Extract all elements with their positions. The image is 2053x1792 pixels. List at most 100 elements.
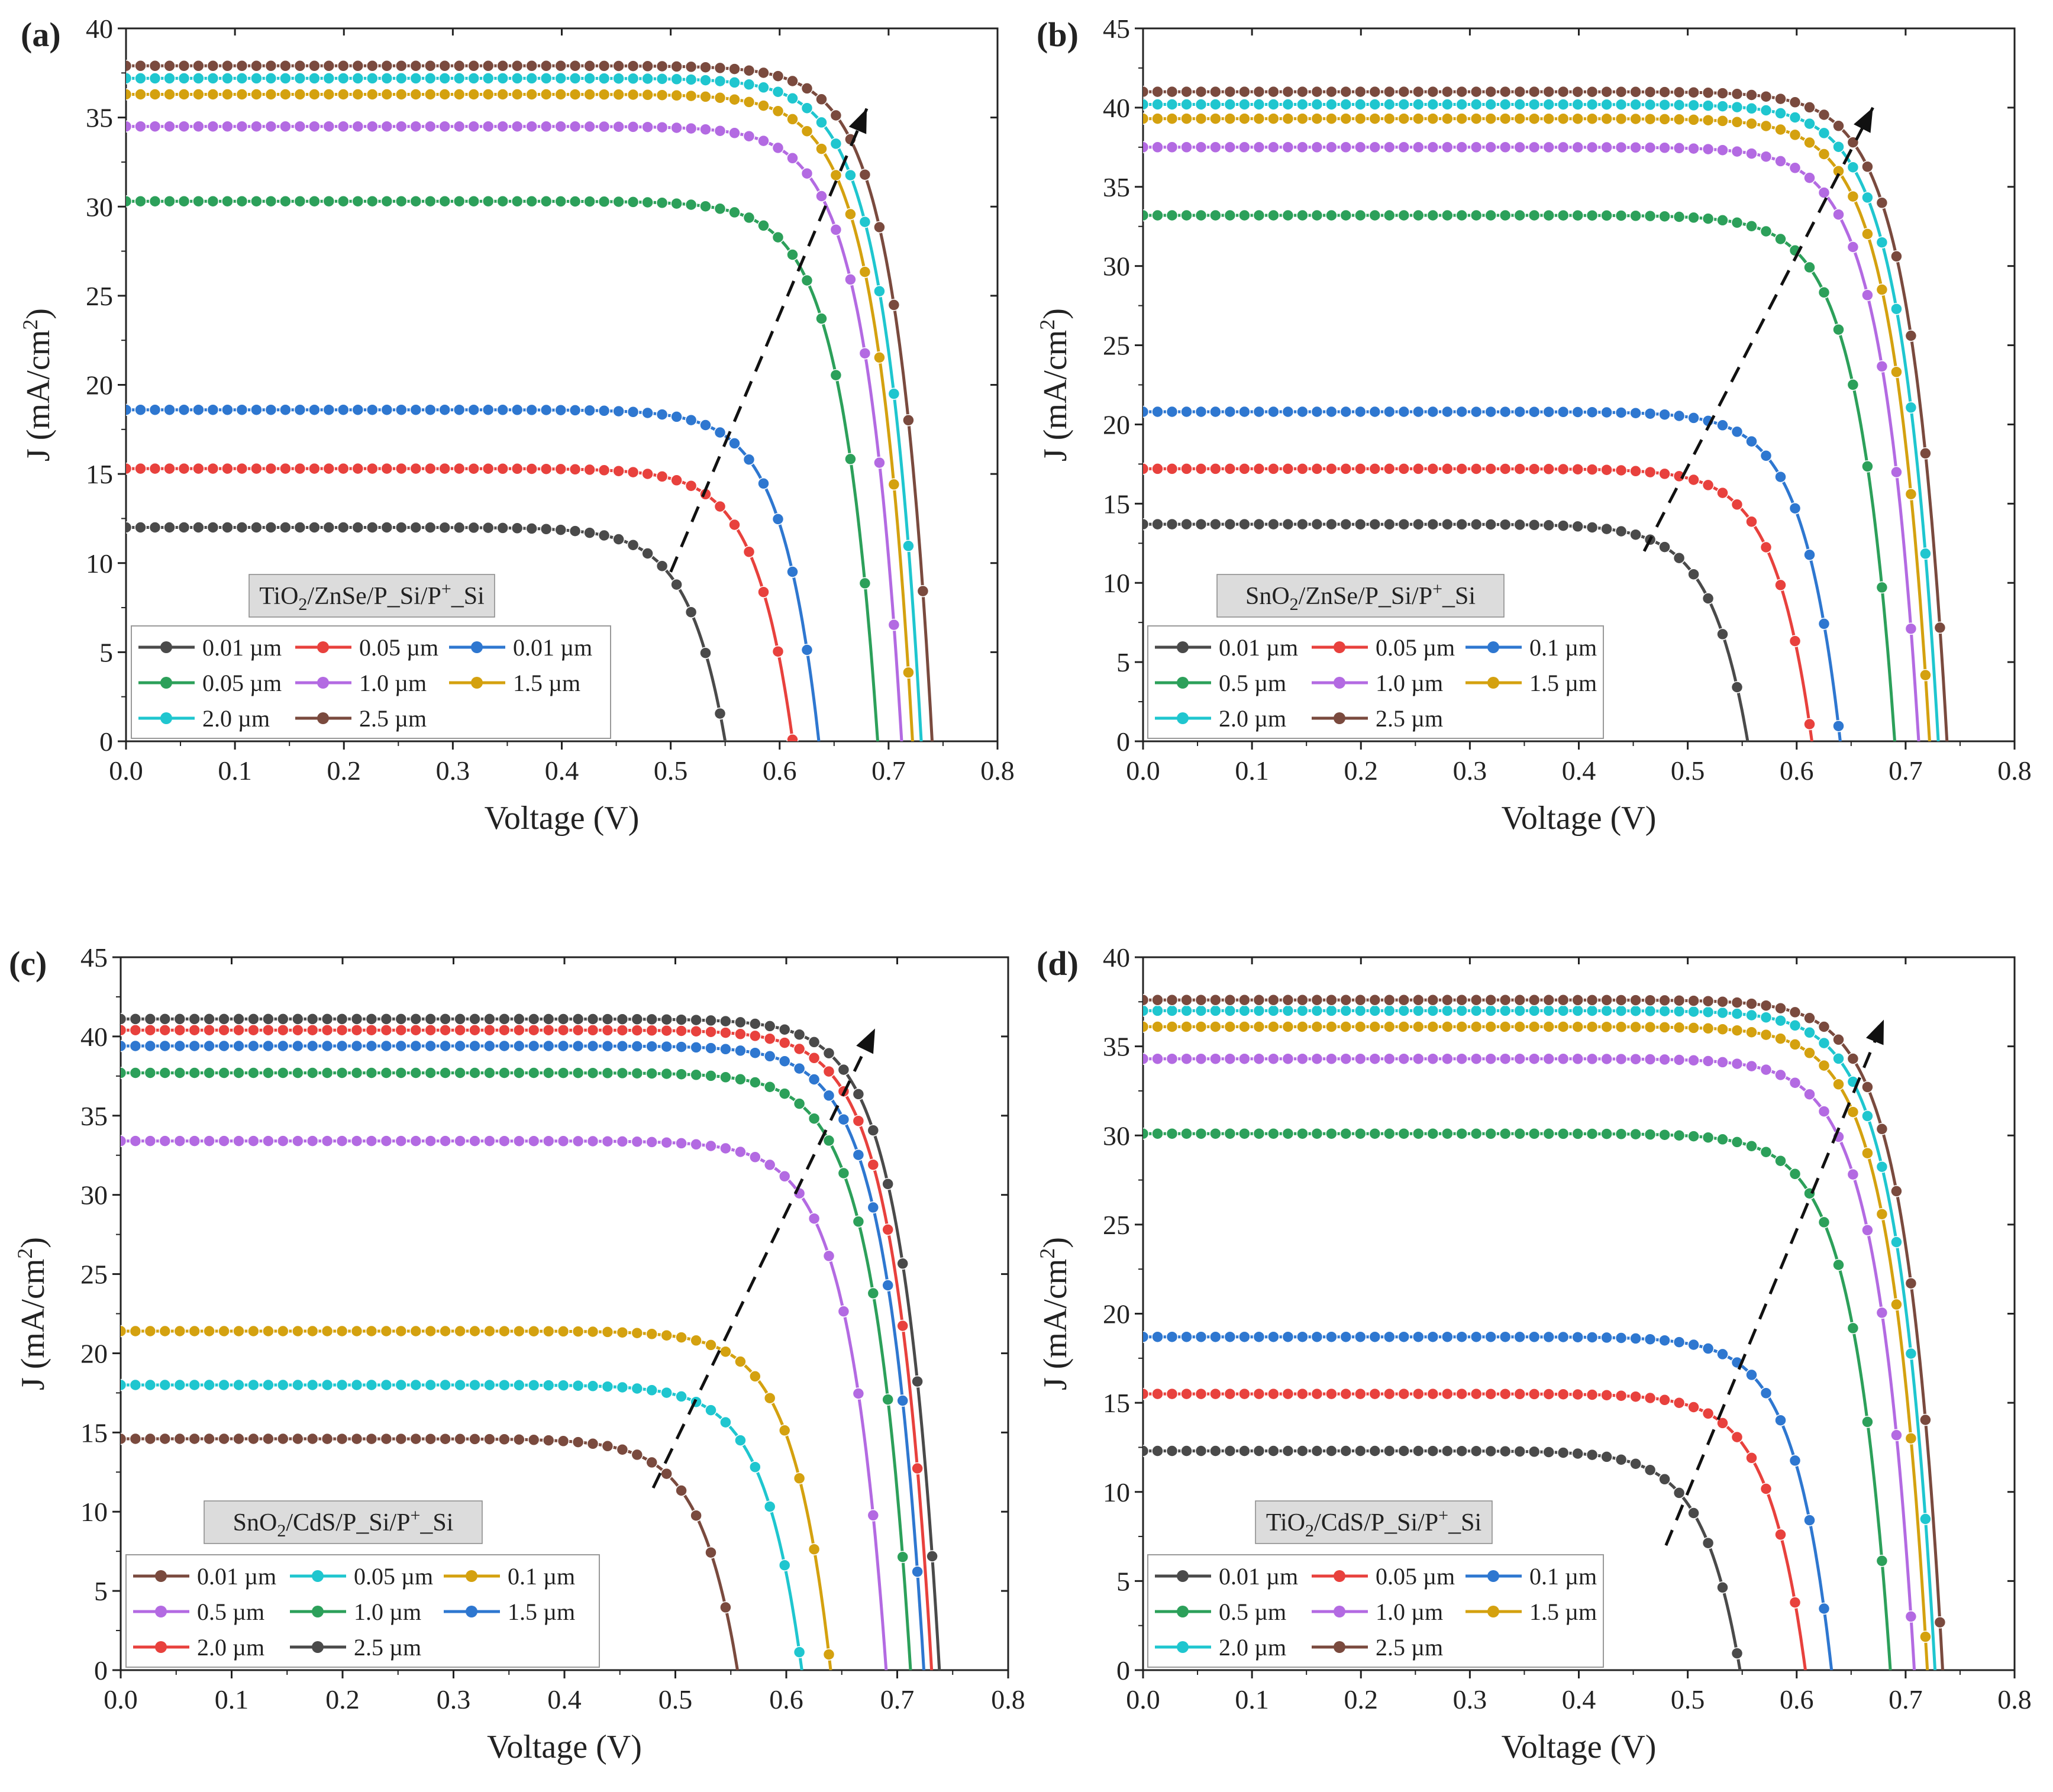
data-point	[1238, 98, 1251, 111]
data-point	[322, 60, 335, 72]
legend-swatch-marker	[1177, 1570, 1189, 1582]
data-point	[1166, 1387, 1179, 1400]
data-point	[1368, 463, 1381, 475]
data-point	[1224, 463, 1237, 475]
data-point	[675, 1041, 687, 1053]
data-point	[1238, 209, 1251, 222]
data-point	[601, 1135, 614, 1148]
data-point	[858, 168, 871, 181]
data-point	[380, 1023, 393, 1037]
data-point	[173, 1023, 186, 1037]
data-point	[424, 1432, 437, 1445]
data-point	[1629, 1390, 1642, 1403]
data-point	[749, 1029, 761, 1042]
data-point	[1195, 1387, 1208, 1400]
data-point	[1354, 112, 1367, 125]
legend-swatch-marker	[1177, 1606, 1189, 1617]
data-point	[598, 88, 611, 101]
data-point	[749, 1151, 761, 1164]
data-point	[438, 462, 451, 475]
data-point	[1441, 98, 1454, 111]
panel-label: (c)	[9, 944, 47, 983]
data-point	[1470, 209, 1483, 222]
data-point	[1673, 409, 1686, 422]
y-tick-label: 30	[1103, 251, 1130, 282]
data-point	[1267, 141, 1280, 154]
data-point	[1426, 85, 1439, 98]
data-point	[292, 1013, 304, 1025]
data-point	[1832, 1078, 1845, 1091]
data-point	[1832, 1034, 1845, 1046]
data-point	[1832, 1052, 1845, 1065]
data-point	[1528, 1005, 1541, 1017]
data-point	[1296, 98, 1309, 111]
data-point	[380, 195, 393, 208]
data-point	[1484, 1052, 1497, 1065]
data-point	[808, 1073, 821, 1086]
data-point	[1180, 463, 1193, 475]
data-point	[1224, 1127, 1237, 1140]
data-point	[1281, 85, 1295, 98]
data-point	[337, 60, 350, 72]
data-point	[1789, 502, 1802, 515]
data-point	[1687, 568, 1700, 580]
data-point	[786, 566, 799, 578]
data-point	[1455, 1005, 1468, 1017]
data-point	[335, 1067, 348, 1079]
data-point	[1143, 1052, 1150, 1065]
data-point	[656, 121, 669, 134]
data-point	[1745, 219, 1758, 233]
data-point	[1731, 101, 1744, 114]
data-point	[1615, 98, 1628, 111]
data-point	[1774, 1154, 1787, 1167]
data-point	[206, 462, 219, 475]
data-point	[235, 72, 248, 85]
data-point	[1238, 994, 1251, 1006]
data-point	[786, 113, 799, 125]
data-point	[1455, 405, 1468, 418]
data-point	[1919, 547, 1932, 560]
data-point	[1644, 1005, 1657, 1018]
data-point	[1731, 681, 1744, 693]
data-point	[1253, 1387, 1266, 1400]
data-point	[1151, 405, 1164, 418]
data-point	[1745, 1452, 1758, 1464]
data-point	[734, 1073, 747, 1086]
data-point	[250, 72, 263, 85]
data-point	[247, 1023, 260, 1037]
data-point	[262, 1013, 275, 1025]
data-point	[1542, 994, 1555, 1006]
data-point	[1687, 211, 1700, 224]
data-point	[1760, 104, 1773, 117]
data-point	[705, 1025, 717, 1038]
data-point	[1383, 1052, 1396, 1065]
data-point	[1310, 518, 1324, 531]
y-tick-label: 35	[80, 1101, 108, 1131]
data-point	[511, 60, 524, 72]
data-point	[409, 1067, 422, 1079]
data-point	[511, 120, 524, 133]
material-title-part: 2	[277, 1521, 286, 1541]
x-tick-label: 0.5	[1671, 1684, 1705, 1714]
data-point	[337, 521, 350, 534]
data-point	[159, 1135, 172, 1147]
data-point	[1195, 1052, 1208, 1065]
data-point	[337, 120, 350, 133]
data-point	[380, 1325, 393, 1338]
data-point	[1557, 519, 1570, 532]
data-point	[496, 403, 509, 416]
data-point	[690, 1013, 702, 1026]
data-point	[235, 462, 248, 475]
data-point	[1557, 1021, 1570, 1033]
data-point	[1441, 1005, 1454, 1017]
data-point	[453, 403, 466, 416]
data-point	[1731, 425, 1744, 438]
legend-label: 2.5 µm	[1376, 705, 1443, 732]
legend-label: 0.01 µm	[202, 634, 282, 661]
data-point	[1542, 1128, 1555, 1140]
data-point	[844, 273, 857, 286]
y-axis-title-main: J (mA/cm	[1037, 330, 1074, 461]
data-point	[1143, 994, 1150, 1006]
data-point	[218, 1067, 230, 1079]
data-point	[1716, 995, 1729, 1008]
